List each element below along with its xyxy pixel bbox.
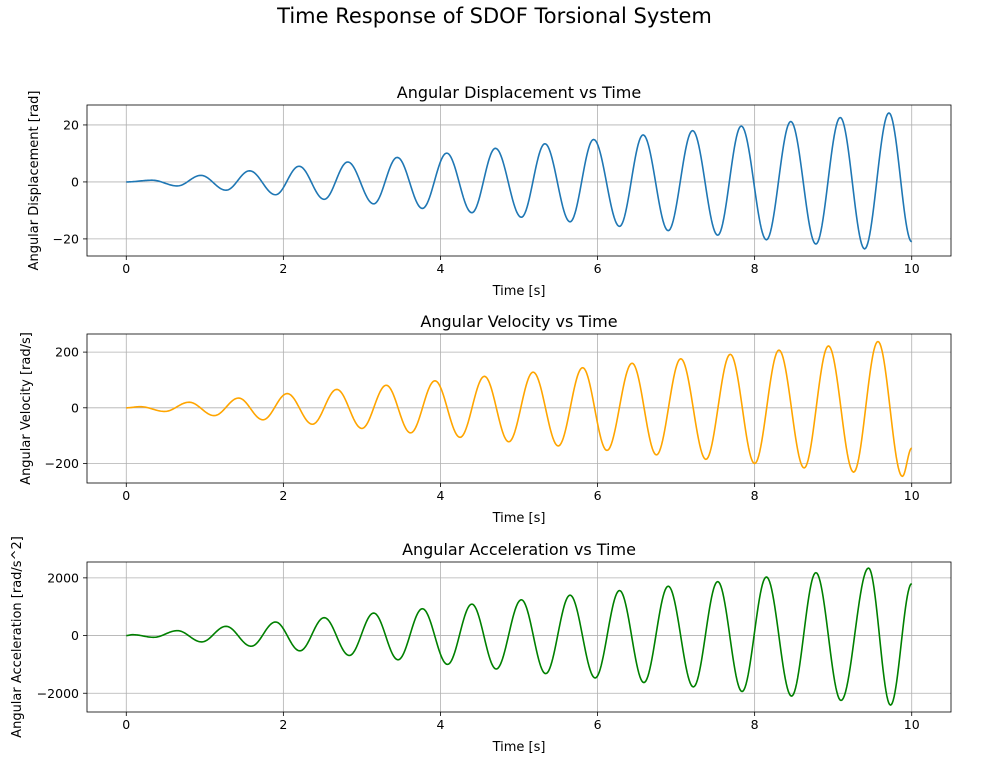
x-tick-label: 0	[122, 717, 130, 732]
x-tick-label: 8	[751, 717, 759, 732]
x-tick-label: 10	[904, 488, 920, 503]
series-line	[126, 112, 913, 250]
x-tick-label: 4	[436, 261, 444, 276]
x-tick-label: 2	[279, 261, 287, 276]
x-axis-label: Time [s]	[492, 284, 546, 299]
x-tick-label: 4	[436, 488, 444, 503]
y-axis-label: Angular Displacement [rad]	[27, 91, 42, 271]
axes-title: Angular Velocity vs Time	[420, 312, 617, 331]
y-tick-label: −200	[45, 456, 79, 471]
y-tick-label: 2000	[47, 570, 79, 585]
y-tick-label: 200	[55, 345, 79, 360]
x-tick-label: 0	[122, 488, 130, 503]
y-tick-label: 0	[71, 628, 79, 643]
y-tick-label: 20	[63, 117, 79, 132]
y-tick-label: 0	[71, 400, 79, 415]
y-axis-label: Angular Acceleration [rad/s^2]	[10, 536, 25, 738]
x-tick-label: 8	[751, 261, 759, 276]
axes-title: Angular Acceleration vs Time	[402, 540, 636, 559]
x-axis-label: Time [s]	[492, 511, 546, 526]
x-axis-label: Time [s]	[492, 740, 546, 755]
axes-frame	[86, 333, 952, 484]
x-tick-label: 10	[904, 717, 920, 732]
x-tick-label: 2	[279, 717, 287, 732]
y-tick-label: 0	[71, 174, 79, 189]
x-tick-label: 0	[122, 261, 130, 276]
x-tick-label: 4	[436, 717, 444, 732]
x-tick-label: 2	[279, 488, 287, 503]
x-tick-label: 6	[594, 488, 602, 503]
y-tick-label: −2000	[37, 686, 79, 701]
series-line	[126, 340, 913, 478]
axes-title: Angular Displacement vs Time	[397, 83, 641, 102]
axes-frame	[86, 104, 952, 257]
figure-title: Time Response of SDOF Torsional System	[277, 4, 712, 28]
x-tick-label: 8	[751, 488, 759, 503]
x-tick-label: 6	[594, 717, 602, 732]
x-tick-label: 10	[904, 261, 920, 276]
axes-frame	[86, 561, 952, 713]
y-tick-label: −20	[53, 231, 79, 246]
x-tick-label: 6	[594, 261, 602, 276]
series-line	[125, 567, 913, 706]
y-axis-label: Angular Velocity [rad/s]	[19, 332, 34, 485]
